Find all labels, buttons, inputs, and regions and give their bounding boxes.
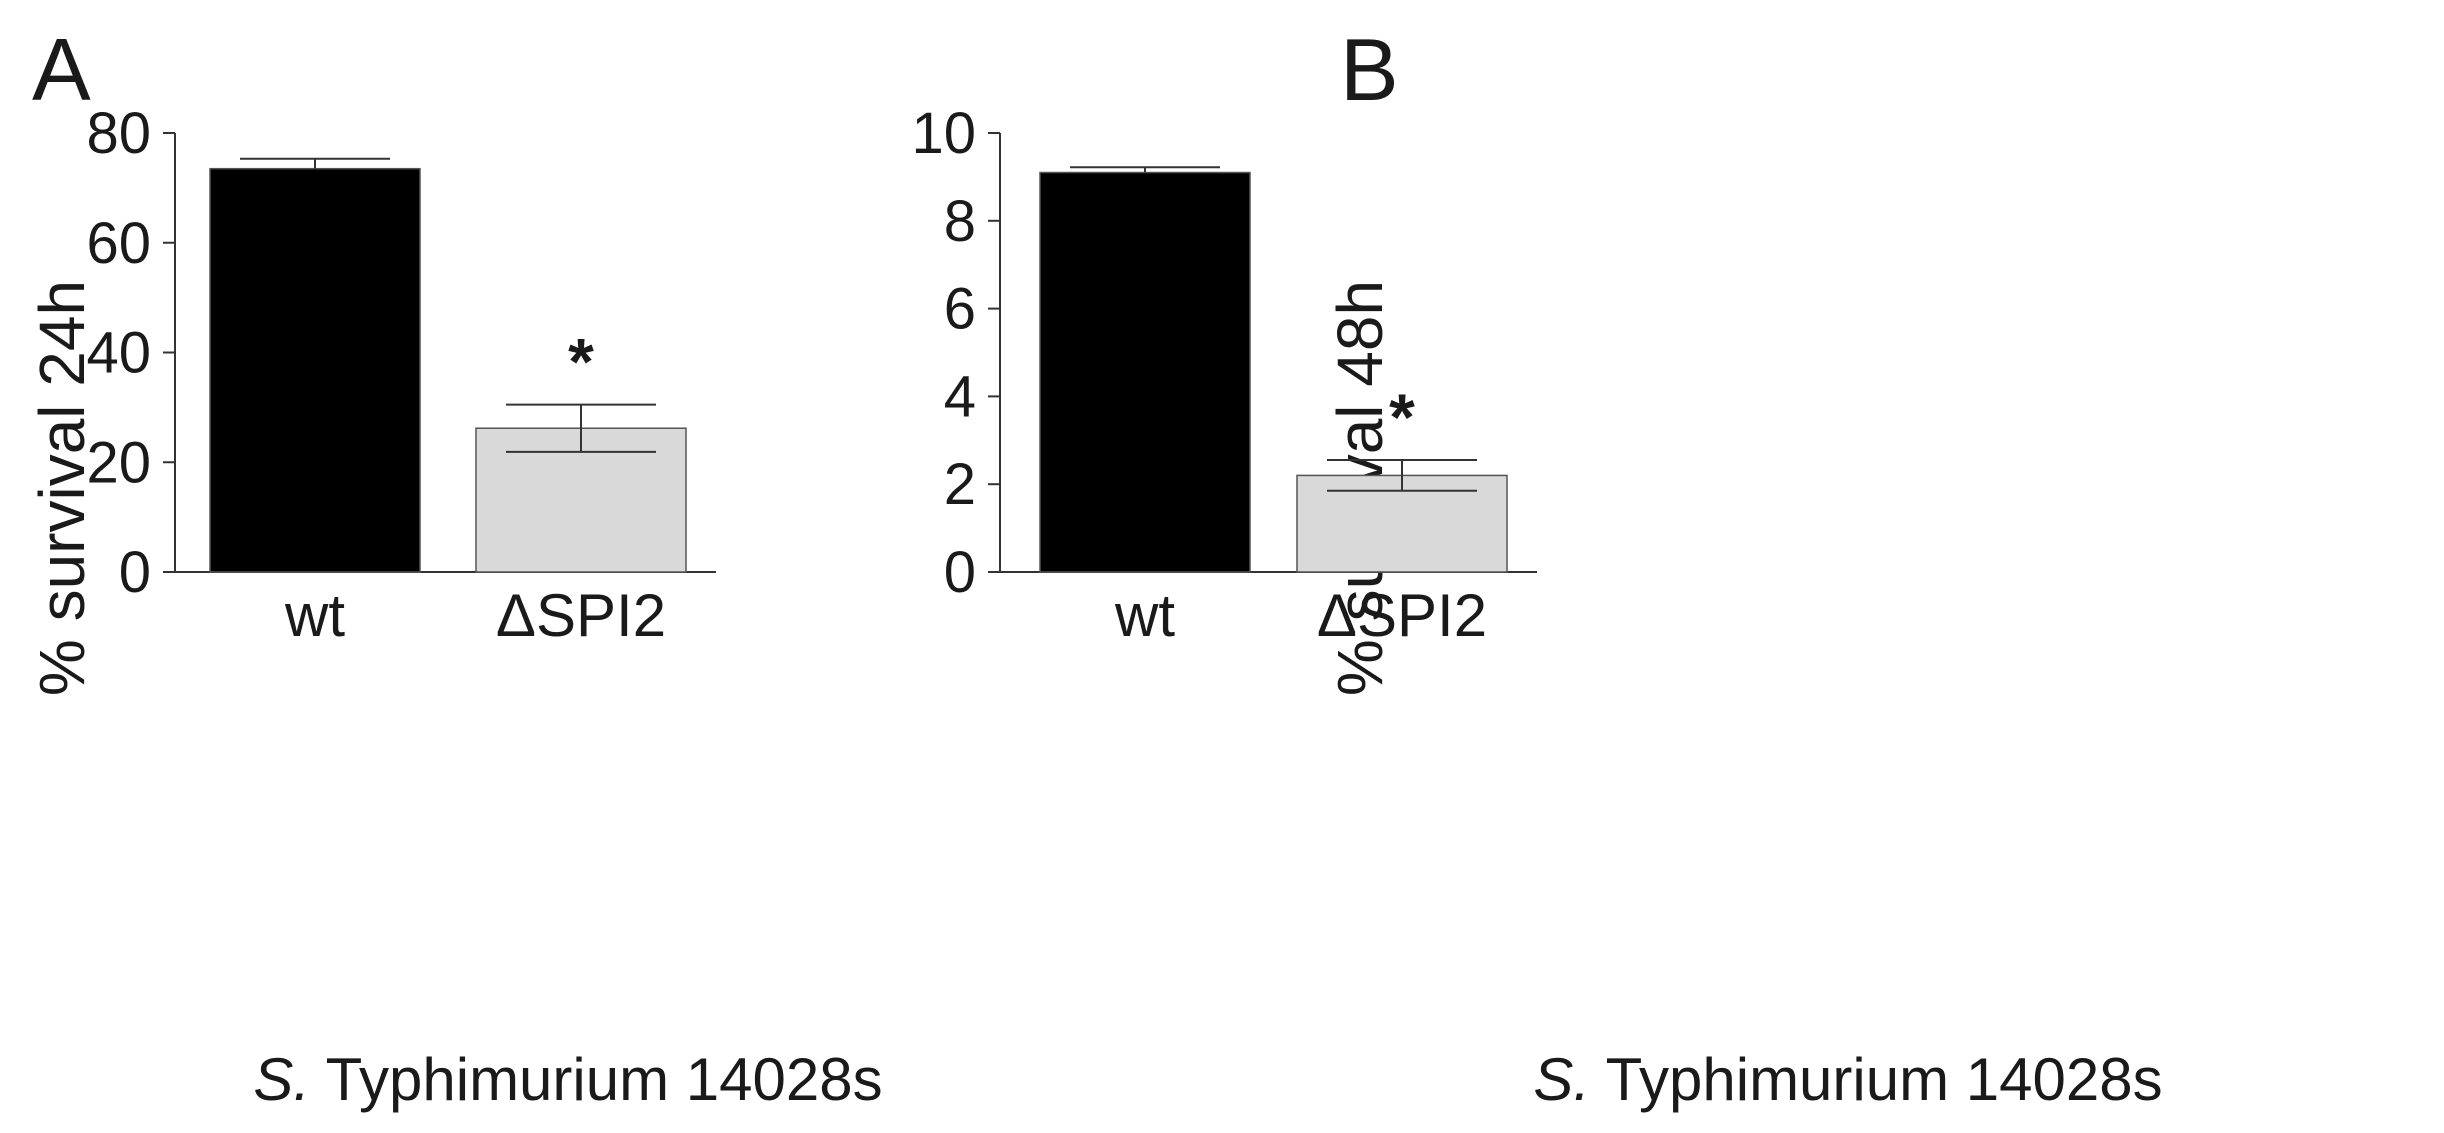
panel-a-significance-marker: * [568, 325, 594, 399]
panel-b-x-axis-title: S. Typhimurium 14028s [1533, 1046, 2162, 1113]
panel-b-label: B [1340, 20, 1399, 119]
panel-b-y-tick-label: 4 [944, 364, 976, 429]
panel-b-bar [1039, 171, 1251, 573]
panel-a-y-tick-label: 80 [86, 101, 151, 166]
panel-a-category-label: wt [284, 582, 345, 649]
panel-b-y-tick-label: 0 [944, 540, 976, 605]
panel-a-y-tick-label: 40 [86, 321, 151, 386]
panel-a-label: A [32, 20, 91, 119]
panel-a-y-tick-label: 60 [86, 211, 151, 276]
panel-a-y-tick-label: 0 [119, 540, 151, 605]
panel-a-y-axis-title: % survival 24h [26, 280, 98, 696]
panel-a-x-axis-title-italic: S. [253, 1046, 310, 1113]
panel-a-category-label: ΔSPI2 [496, 582, 666, 649]
panel-b-y-tick-label: 10 [911, 101, 976, 166]
panel-b-category-label: wt [1114, 582, 1175, 649]
panel-b: B % survival 48h S. Typhimurium 14028s 0… [911, 20, 2162, 1113]
panel-b-x-axis-title-italic: S. [1533, 1046, 1590, 1113]
panel-b-y-tick-label: 8 [944, 189, 976, 254]
panel-a-y-tick-label: 20 [86, 430, 151, 495]
panel-a-bar [209, 167, 421, 573]
panel-b-y-tick-label: 2 [944, 452, 976, 517]
panel-a-x-axis-title-rest: Typhimurium 14028s [310, 1046, 883, 1113]
panel-b-significance-marker: * [1389, 380, 1415, 454]
panel-b-category-label: ΔSPI2 [1317, 582, 1487, 649]
panel-b-y-tick-label: 6 [944, 277, 976, 342]
panel-a-x-axis-title: S. Typhimurium 14028s [253, 1046, 882, 1113]
panel-a: A % survival 24h S. Typhimurium 14028s 0… [26, 20, 883, 1113]
panel-b-x-axis-title-rest: Typhimurium 14028s [1590, 1046, 2163, 1113]
